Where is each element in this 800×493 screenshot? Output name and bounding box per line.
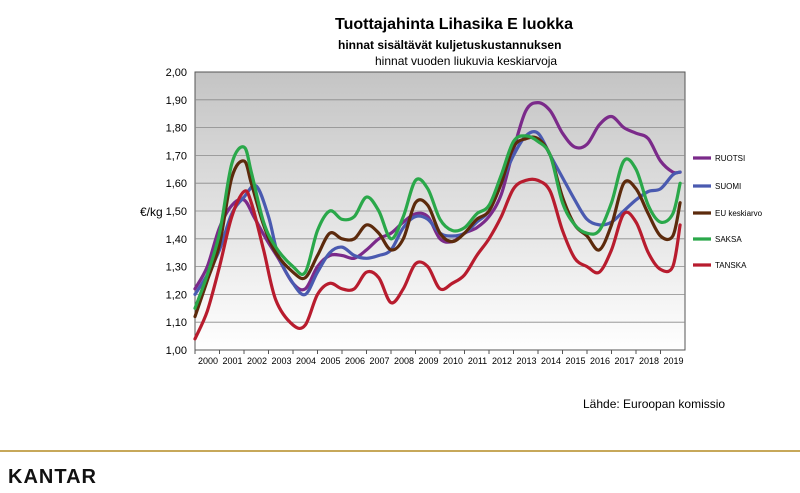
y-tick-label: 1,50 (166, 206, 187, 218)
legend-label: SAKSA (715, 235, 742, 244)
y-tick-label: 1,60 (166, 178, 187, 190)
legend-label: EU keskiarvo (715, 209, 763, 218)
y-tick-label: 1,20 (166, 289, 187, 301)
x-tick-label: 2004 (296, 356, 316, 366)
y-tick-label: 2,00 (166, 67, 187, 79)
series-line-eu-keskiarvo (193, 135, 682, 319)
y-axis: 1,00 1,10 1,20 1,30 1,40 1,50 1,60 1,70 1,80 1,90… (166, 67, 187, 357)
x-tick-label: 2008 (394, 356, 414, 366)
x-tick-label: 2016 (590, 356, 610, 366)
series-line-tanska (193, 177, 682, 341)
source-note: Lähde: Euroopan komissio (583, 397, 726, 411)
y-tick-label: 1,00 (166, 345, 187, 357)
x-tick-label: 2017 (614, 356, 634, 366)
x-tick-label: 2013 (516, 356, 536, 366)
y-tick-label: 1,70 (166, 150, 187, 162)
y-axis-label: €/kg (140, 205, 163, 219)
legend: RUOTSI SUOMI EU keskiarvo SAKSA TANSKA (693, 154, 763, 270)
x-axis: 2000 2001 2002 2003 2004 2005 2006 2007 2008 2009… (194, 350, 684, 366)
x-tick-label: 2000 (198, 356, 218, 366)
y-tick-label: 1,90 (166, 95, 187, 107)
chart-subtitle-2: hinnat vuoden liukuvia keskiarvoja (375, 54, 558, 68)
series-group (193, 101, 682, 341)
x-tick-label: 2019 (663, 356, 683, 366)
x-tick-label: 2006 (345, 356, 365, 366)
series-line-saksa (193, 134, 682, 310)
chart-subtitle: hinnat sisältävät kuljetuskustannuksen (338, 38, 562, 52)
brand-logo: KANTAR (8, 466, 97, 488)
x-tick-label: 2010 (443, 356, 463, 366)
x-tick-label: 2007 (369, 356, 389, 366)
x-tick-label: 2011 (468, 356, 487, 366)
y-tick-label: 1,10 (166, 317, 187, 329)
x-tick-label: 2003 (271, 356, 291, 366)
y-tick-label: 1,40 (166, 234, 187, 246)
x-tick-label: 2001 (222, 356, 242, 366)
chart-title: Tuottajahinta Lihasika E luokka (335, 16, 573, 33)
legend-label: RUOTSI (715, 154, 745, 163)
legend-label: SUOMI (715, 182, 741, 191)
x-tick-label: 2005 (320, 356, 340, 366)
x-tick-label: 2018 (639, 356, 659, 366)
x-tick-label: 2015 (565, 356, 585, 366)
line-chart: 1,00 1,10 1,20 1,30 1,40 1,50 1,60 1,70 1,80 1,90… (140, 67, 763, 366)
footer-divider (0, 450, 800, 452)
legend-label: TANSKA (715, 261, 747, 270)
x-tick-label: 2002 (247, 356, 267, 366)
x-tick-label: 2009 (418, 356, 438, 366)
x-tick-label: 2014 (541, 356, 561, 366)
y-tick-label: 1,80 (166, 123, 187, 135)
y-tick-label: 1,30 (166, 262, 187, 274)
x-tick-label: 2012 (492, 356, 512, 366)
